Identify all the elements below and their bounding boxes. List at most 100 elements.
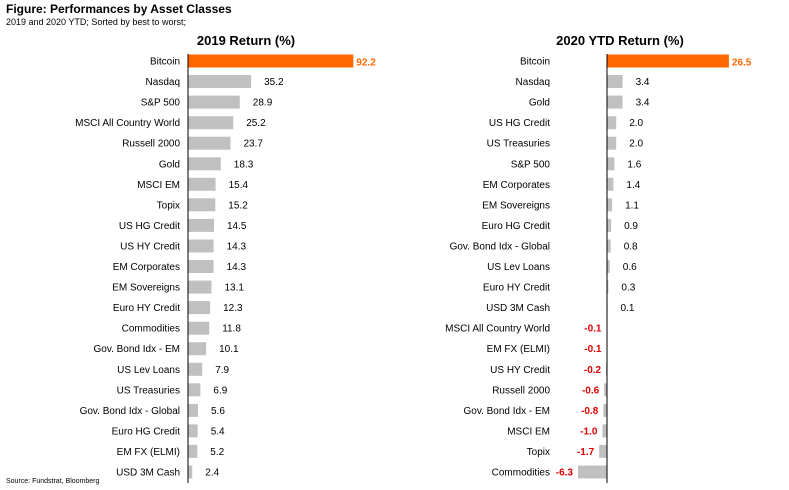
chart1-category-msci-all-country-world: MSCI All Country World (75, 118, 180, 129)
chart2-value-bitcoin: 26.5 (732, 58, 752, 69)
chart2-category-us-lev-loans: US Lev Loans (487, 262, 550, 273)
chart1-bar-nasdaq (188, 75, 252, 88)
chart1-category-usd-3m-cash: USD 3M Cash (116, 468, 180, 479)
chart1-category-commodities: Commodities (122, 324, 180, 335)
chart1-category-us-lev-loans: US Lev Loans (117, 365, 180, 376)
chart1-bar-em-corporates (188, 260, 214, 273)
chart2-value-russell-2000: -0.6 (582, 385, 600, 396)
chart1-value-topix: 15.2 (228, 200, 248, 211)
chart1-value-em-fx-elmi: 5.2 (210, 447, 224, 458)
chart2-bar-s-p-500 (607, 157, 615, 171)
chart1-category-nasdaq: Nasdaq (146, 77, 180, 88)
chart2-bar-em-sovereigns (607, 198, 613, 212)
chart2-category-commodities: Commodities (492, 468, 550, 479)
chart2-category-nasdaq: Nasdaq (516, 77, 550, 88)
chart1-value-gov-bond-idx-global: 5.6 (211, 406, 225, 417)
chart1-value-euro-hy-credit: 12.3 (223, 303, 243, 314)
chart1-category-euro-hy-credit: Euro HY Credit (113, 303, 180, 314)
chart1-category-us-treasuries: US Treasuries (117, 385, 180, 396)
chart1-value-us-hy-credit: 14.3 (227, 242, 247, 253)
chart1-value-bitcoin: 92.2 (356, 58, 376, 69)
chart1-value-gov-bond-idx-em: 10.1 (219, 344, 239, 355)
chart1-bar-s-p-500 (188, 95, 240, 109)
chart2-bar-us-hg-credit (607, 116, 617, 130)
chart2-category-euro-hg-credit: Euro HG Credit (482, 221, 551, 232)
chart2-category-msci-em: MSCI EM (507, 426, 550, 437)
chart2-category-em-fx-elmi: EM FX (ELMI) (487, 344, 550, 355)
chart2-bar-gov-bond-idx-global (607, 239, 611, 253)
chart2-value-us-treasuries: 2.0 (629, 139, 643, 150)
chart2-value-us-hg-credit: 2.0 (629, 118, 643, 129)
chart2-value-euro-hg-credit: 0.9 (624, 221, 638, 232)
chart2-bar-nasdaq (607, 75, 623, 88)
chart2-title: 2020 YTD Return (%) (556, 33, 684, 48)
chart1-bar-topix (188, 198, 216, 212)
chart1-bar-us-hy-credit (188, 239, 214, 253)
chart2-category-euro-hy-credit: Euro HY Credit (483, 283, 550, 294)
chart1-bar-gov-bond-idx-global (188, 403, 198, 417)
chart2-category-gov-bond-idx-global: Gov. Bond Idx - Global (450, 242, 550, 253)
chart1-value-msci-all-country-world: 25.2 (246, 118, 266, 129)
chart2-bar-us-treasuries (607, 136, 617, 150)
chart2-category-us-treasuries: US Treasuries (487, 139, 550, 150)
chart2-value-euro-hy-credit: 0.3 (621, 283, 635, 294)
chart2-bar-bitcoin (607, 54, 729, 68)
chart1-value-us-hg-credit: 14.5 (227, 221, 247, 232)
chart1-value-em-sovereigns: 13.1 (225, 283, 245, 294)
chart1-value-commodities: 11.8 (222, 324, 241, 335)
chart2-value-nasdaq: 3.4 (636, 77, 650, 88)
chart2-bar-russell-2000 (604, 383, 607, 397)
chart2-value-us-lev-loans: 0.6 (623, 262, 637, 273)
chart1-category-gold: Gold (159, 159, 180, 170)
chart1-bar-usd-3m-cash (188, 465, 193, 479)
chart2-value-em-fx-elmi: -0.1 (584, 344, 602, 355)
chart1-value-gold: 18.3 (234, 159, 254, 170)
chart2-category-s-p-500: S&P 500 (511, 159, 551, 170)
chart1-value-s-p-500: 28.9 (253, 98, 273, 109)
chart2-value-commodities: -6.3 (556, 468, 574, 479)
chart2-value-usd-3m-cash: 0.1 (621, 303, 635, 314)
chart2-category-gov-bond-idx-em: Gov. Bond Idx - EM (463, 406, 550, 417)
chart1-bar-us-treasuries (188, 383, 201, 397)
chart1-bar-msci-em (188, 177, 216, 191)
chart2-bar-msci-em (602, 424, 607, 438)
chart1-bar-msci-all-country-world (188, 116, 234, 130)
chart1-bar-gold (188, 157, 221, 171)
chart2-bar-gold (607, 95, 623, 109)
chart1-bar-gov-bond-idx-em (188, 342, 207, 356)
chart1-category-msci-em: MSCI EM (137, 180, 180, 191)
chart2-bar-us-lev-loans (607, 260, 610, 273)
chart2-category-topix: Topix (527, 447, 550, 458)
figure-subtitle: 2019 and 2020 YTD; Sorted by best to wor… (6, 17, 186, 27)
chart2-value-em-sovereigns: 1.1 (625, 200, 639, 211)
chart1-bar-em-fx-elmi (188, 444, 198, 458)
chart1-bar-euro-hy-credit (188, 301, 211, 315)
chart1-category-bitcoin: Bitcoin (150, 57, 180, 68)
chart2-category-us-hg-credit: US HG Credit (489, 118, 550, 129)
figure-title: Figure: Performances by Asset Classes (6, 2, 232, 16)
chart1-value-msci-em: 15.4 (229, 180, 249, 191)
chart2-value-us-hy-credit: -0.2 (584, 365, 602, 376)
chart1-category-us-hy-credit: US HY Credit (120, 242, 180, 253)
chart2-bar-euro-hg-credit (607, 218, 612, 232)
chart1-category-em-sovereigns: EM Sovereigns (112, 283, 180, 294)
chart1-value-russell-2000: 23.7 (244, 139, 264, 150)
chart1-bar-us-lev-loans (188, 362, 203, 376)
chart1-value-us-lev-loans: 7.9 (215, 365, 229, 376)
chart2-bar-gov-bond-idx-em (603, 403, 607, 417)
chart1-category-gov-bond-idx-global: Gov. Bond Idx - Global (80, 406, 180, 417)
chart1-category-euro-hg-credit: Euro HG Credit (112, 426, 181, 437)
chart1-title: 2019 Return (%) (197, 33, 295, 48)
chart2-value-topix: -1.7 (577, 447, 595, 458)
chart2-bar-em-corporates (607, 177, 614, 191)
chart2-value-msci-em: -1.0 (580, 426, 598, 437)
chart1-value-euro-hg-credit: 5.4 (211, 426, 225, 437)
chart1-bar-bitcoin (188, 54, 354, 68)
chart2-value-em-corporates: 1.4 (626, 180, 640, 191)
chart2-value-gold: 3.4 (636, 98, 650, 109)
chart2-category-bitcoin: Bitcoin (520, 57, 550, 68)
chart2-category-em-corporates: EM Corporates (483, 180, 550, 191)
chart2-value-gov-bond-idx-em: -0.8 (581, 406, 599, 417)
